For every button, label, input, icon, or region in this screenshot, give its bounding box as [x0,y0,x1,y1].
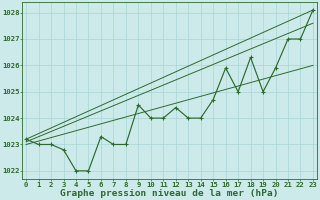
X-axis label: Graphe pression niveau de la mer (hPa): Graphe pression niveau de la mer (hPa) [60,189,279,198]
